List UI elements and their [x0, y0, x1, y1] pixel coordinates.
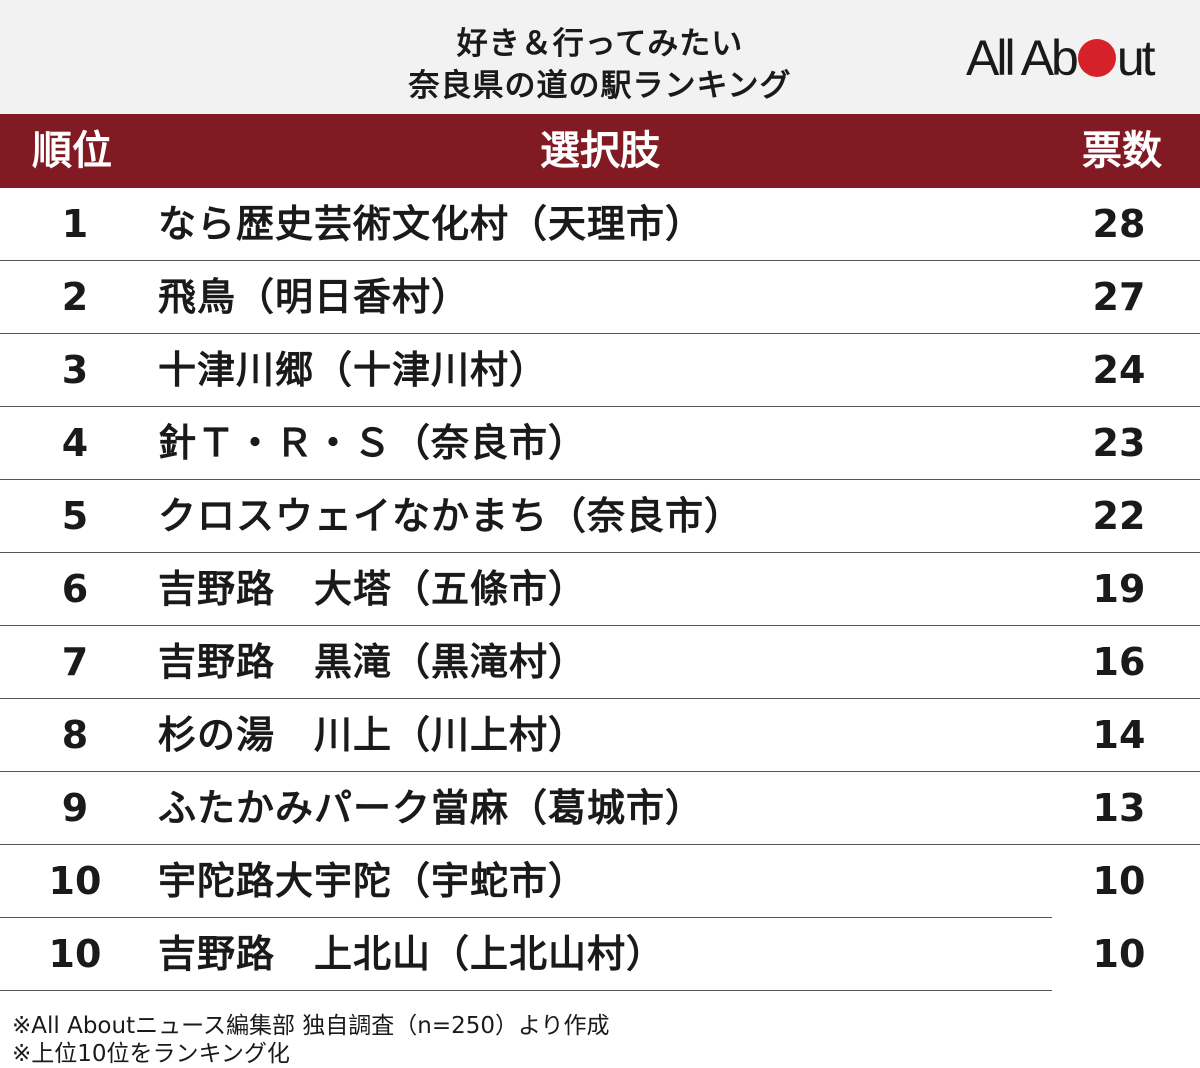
rank-cell: 9	[61, 786, 89, 830]
table-row: 2 飛鳥（明日香村） 27	[0, 261, 1200, 334]
table-row: 10 宇陀路大宇陀（宇蛇市） 10	[0, 845, 1200, 918]
rank-cell: 3	[61, 348, 89, 392]
station-name-cell: 吉野路 大塔（五條市）	[158, 567, 588, 611]
column-header-votes: 票数	[1082, 128, 1162, 174]
rank-cell: 8	[61, 713, 89, 757]
votes-cell: 16	[1092, 640, 1146, 684]
votes-cell: 28	[1092, 202, 1146, 246]
rank-cell: 7	[61, 640, 89, 684]
station-name-cell: 十津川郷（十津川村）	[158, 348, 549, 392]
station-name-cell: 杉の湯 川上（川上村）	[158, 713, 588, 757]
votes-cell: 24	[1092, 348, 1146, 392]
table-row: 5 クロスウェイなかまち（奈良市） 22	[0, 480, 1200, 553]
votes-cell: 19	[1092, 567, 1146, 611]
logo-text-end: ut	[1116, 30, 1156, 86]
table-row: 7 吉野路 黒滝（黒滝村） 16	[0, 626, 1200, 699]
rank-cell: 6	[61, 567, 89, 611]
station-name-cell: 飛鳥（明日香村）	[158, 275, 471, 319]
table-row: 6 吉野路 大塔（五條市） 19	[0, 553, 1200, 626]
column-header-rank: 順位	[32, 128, 112, 174]
votes-cell: 23	[1092, 421, 1146, 465]
votes-cell: 14	[1092, 713, 1146, 757]
votes-cell: 27	[1092, 275, 1146, 319]
votes-cell: 13	[1092, 786, 1146, 830]
votes-cell: 10	[1092, 932, 1146, 976]
logo-red-dot-icon	[1077, 39, 1116, 77]
source-footnote: ※All Aboutニュース編集部 独自調査（n=250）より作成	[12, 1013, 610, 1039]
rank-cell: 5	[61, 494, 89, 538]
table-row: 4 針Ｔ・Ｒ・Ｓ（奈良市） 23	[0, 407, 1200, 480]
column-header-choice: 選択肢	[540, 128, 660, 174]
page-title-line-2: 奈良県の道の駅ランキング	[408, 68, 792, 104]
rank-cell: 4	[61, 421, 89, 465]
rank-cell: 2	[61, 275, 89, 319]
table-row: 9 ふたかみパーク當麻（葛城市） 13	[0, 772, 1200, 845]
station-name-cell: ふたかみパーク當麻（葛城市）	[158, 786, 705, 830]
logo-text-start: All Ab	[966, 30, 1079, 86]
table-row: 8 杉の湯 川上（川上村） 14	[0, 699, 1200, 772]
votes-cell: 10	[1092, 859, 1146, 903]
station-name-cell: なら歴史芸術文化村（天理市）	[158, 202, 705, 246]
title-banner: 好き＆行ってみたい 奈良県の道の駅ランキング All Ab ut	[0, 0, 1200, 114]
allabout-logo: All Ab ut	[966, 30, 1156, 86]
table-row: 10 吉野路 上北山（上北山村） 10	[0, 918, 1200, 991]
rank-cell: 10	[48, 859, 102, 903]
station-name-cell: クロスウェイなかまち（奈良市）	[158, 494, 744, 538]
page-title-line-1: 好き＆行ってみたい	[456, 26, 744, 62]
rank-cell: 1	[61, 202, 89, 246]
station-name-cell: 針Ｔ・Ｒ・Ｓ（奈良市）	[158, 421, 588, 465]
ranking-footnote: ※上位10位をランキング化	[12, 1041, 290, 1067]
table-row: 3 十津川郷（十津川村） 24	[0, 334, 1200, 407]
votes-cell: 22	[1092, 494, 1146, 538]
station-name-cell: 宇陀路大宇陀（宇蛇市）	[158, 859, 588, 903]
table-header: 選択肢 順位 票数	[0, 114, 1200, 188]
station-name-cell: 吉野路 上北山（上北山村）	[158, 932, 666, 976]
table-row: 1 なら歴史芸術文化村（天理市） 28	[0, 188, 1200, 261]
rank-cell: 10	[48, 932, 102, 976]
station-name-cell: 吉野路 黒滝（黒滝村）	[158, 640, 588, 684]
